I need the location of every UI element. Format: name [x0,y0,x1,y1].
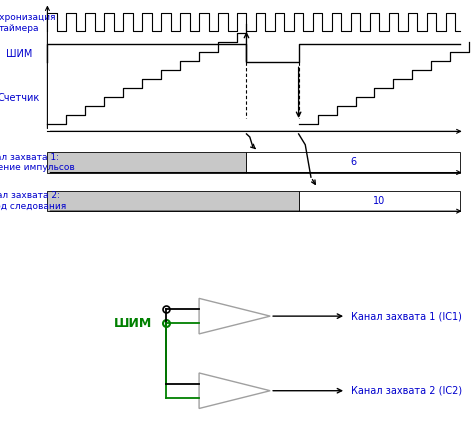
Bar [47,152,246,173]
Text: ШИМ: ШИМ [113,317,152,330]
Text: Синхронизация
таймера: Синхронизация таймера [0,13,56,33]
Text: 10: 10 [373,196,385,206]
Text: Счетчик: Счетчик [0,93,40,103]
Bar [299,190,460,211]
Bar [246,152,460,173]
Text: Канал захвата 1 (IC1): Канал захвата 1 (IC1) [351,311,462,321]
Text: ШИМ: ШИМ [6,49,32,59]
Text: Канал захвата 2 (IC2): Канал захвата 2 (IC2) [351,386,462,396]
Bar [47,190,299,211]
Text: Канал захвата 1:
заполнение импульсов: Канал захвата 1: заполнение импульсов [0,153,74,172]
Text: Канал захвата 2:
период следования: Канал захвата 2: период следования [0,191,66,210]
Text: 6: 6 [350,157,356,167]
